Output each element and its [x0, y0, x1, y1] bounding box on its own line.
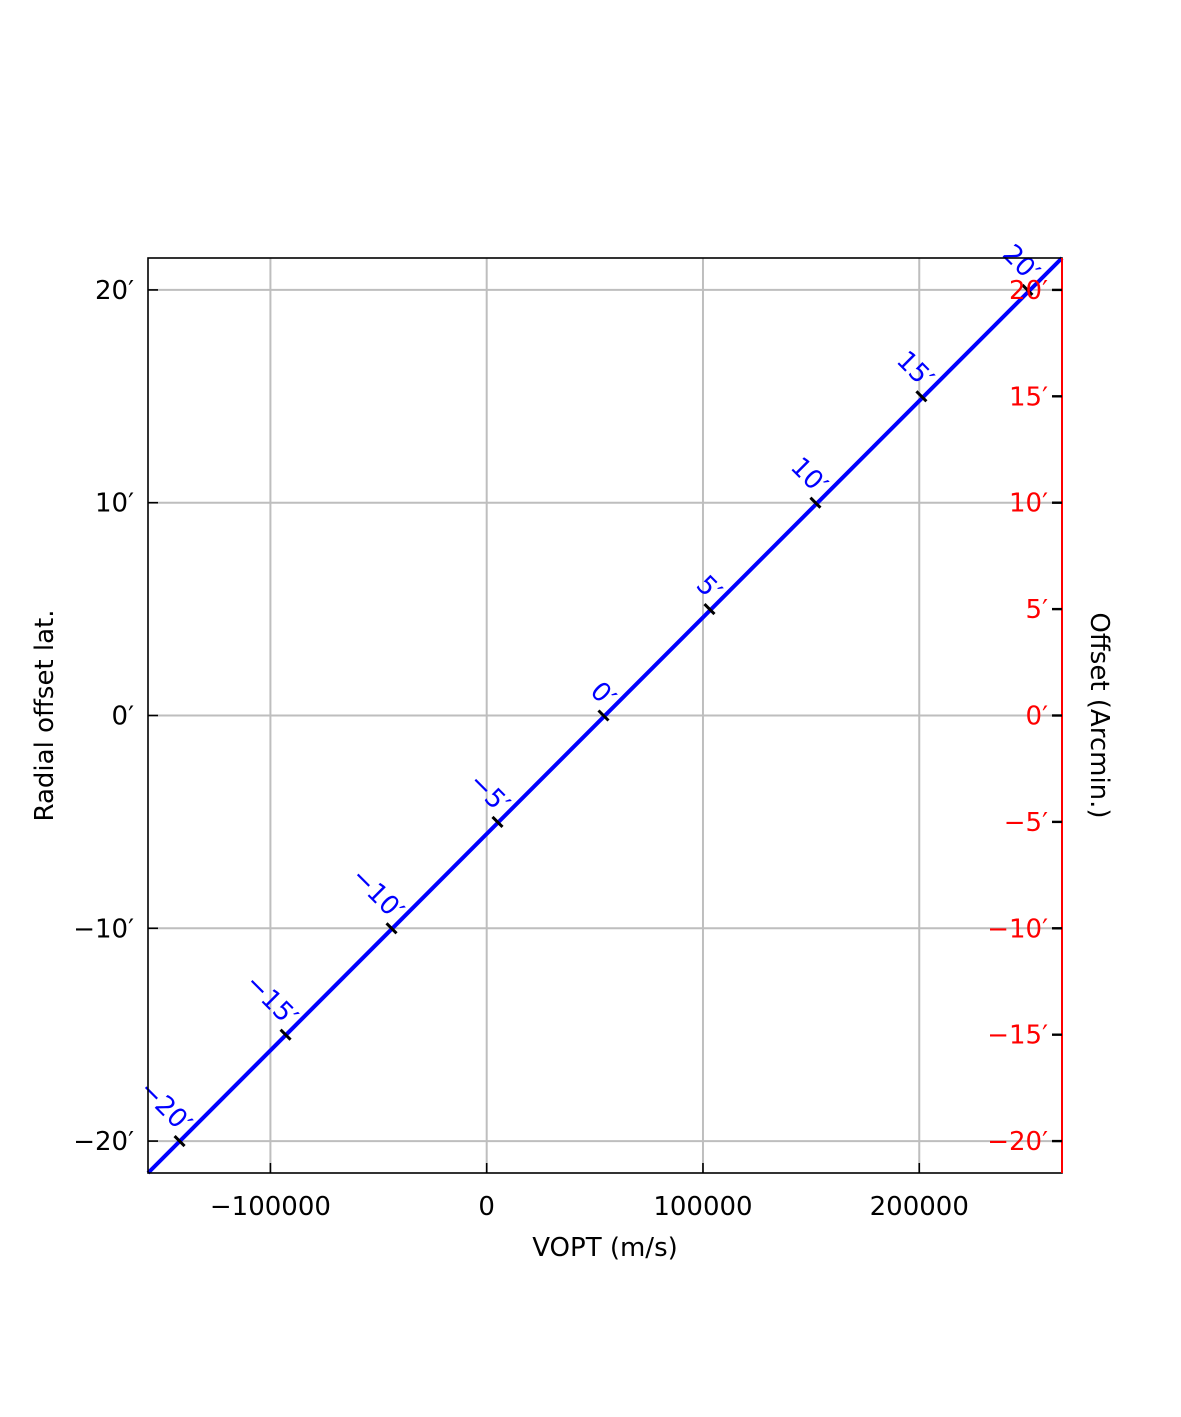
line-tick-mark	[491, 815, 504, 828]
y-tick-label: −10′	[73, 914, 134, 944]
line-tick-label: −10′	[345, 862, 409, 926]
right-y-tick-label: −10′	[987, 914, 1048, 944]
line-tick-mark	[173, 1135, 186, 1148]
y-tick-label: 10′	[95, 489, 134, 519]
line-tick-mark	[279, 1028, 292, 1041]
grid-layer	[148, 258, 1062, 1173]
line-tick-mark	[915, 390, 928, 403]
right-y-tick-label: 15′	[1009, 382, 1048, 412]
right-y-tick-label: 20′	[1009, 276, 1048, 306]
axis-layer: −100000 0 100000 200000 −20′ −10′ 0′ 10′ 20′ −20′…	[73, 276, 1062, 1222]
line-tick-mark	[809, 496, 822, 509]
y-axis-label: Radial offset lat.	[30, 609, 60, 821]
x-tick-label: 200000	[870, 1192, 969, 1222]
y-tick-label: −20′	[73, 1127, 134, 1157]
line-tick-mark	[703, 603, 716, 616]
x-axis-label: VOPT (m/s)	[532, 1233, 678, 1263]
right-y-tick-label: −5′	[1004, 808, 1048, 838]
y-tick-label: 20′	[95, 276, 134, 306]
right-y-tick-label: −20′	[987, 1127, 1048, 1157]
x-tick-label: −100000	[210, 1192, 331, 1222]
x-tick-label: 100000	[653, 1192, 752, 1222]
right-y-tick-label: 5′	[1026, 595, 1049, 625]
y-tick-label: 0′	[112, 702, 135, 732]
line-tick-mark	[385, 922, 398, 935]
right-y-tick-label: −15′	[987, 1021, 1048, 1051]
x-tick-label: 0	[478, 1192, 495, 1222]
right-y-tick-label: 10′	[1009, 489, 1048, 519]
right-y-axis-label: Offset (Arcmin.)	[1084, 612, 1114, 818]
line-tick-label: 0′	[584, 676, 621, 713]
line-tick-label: −20′	[133, 1075, 197, 1139]
line-tick-mark	[597, 709, 610, 722]
right-y-tick-label: 0′	[1026, 702, 1049, 732]
line-tick-mark	[1021, 283, 1034, 296]
